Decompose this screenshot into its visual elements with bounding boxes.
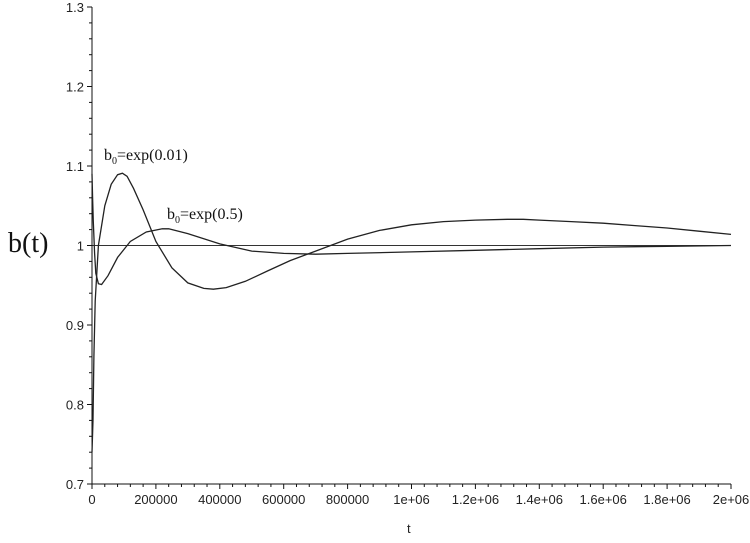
series-annotation-exp-0-5: b0=exp(0.5) [167,206,243,226]
y-axis-label: b(t) [8,228,48,259]
x-axis-label: t [407,521,411,536]
y-tick-label: 1.2 [66,80,84,95]
series-line-0 [91,172,732,453]
plot-area: 0.7 0.8 0.9 1 1.1 1.2 1.3 0 200000 400000 600000 80… [66,0,749,507]
x-tick-label: 2e+06 [713,492,750,507]
series-line-1 [91,173,732,286]
x-tick-label: 1e+06 [393,492,430,507]
x-tick-label: 1.6e+06 [580,492,627,507]
x-tick-label: 400000 [198,492,241,507]
x-tick-label: 1.4e+06 [516,492,563,507]
ticks-layer: 0.7 0.8 0.9 1 1.1 1.2 1.3 0 200000 400000 600000 80… [66,0,749,507]
x-tick-label: 200000 [134,492,177,507]
series-annotation-exp-0-01: b0=exp(0.01) [104,147,188,167]
x-tick-label: 800000 [326,492,369,507]
x-tick-label: 1.8e+06 [643,492,690,507]
y-tick-label: 0.8 [66,398,84,413]
x-tick-label: 1.2e+06 [452,492,499,507]
x-tick-label: 600000 [262,492,305,507]
x-tick-label: 0 [88,492,95,507]
y-tick-label: 0.7 [66,477,84,492]
y-tick-label: 1 [77,239,84,254]
y-tick-label: 1.1 [66,159,84,174]
y-tick-label: 0.9 [66,318,84,333]
series-layer [91,172,732,453]
y-tick-label: 1.3 [66,0,84,15]
